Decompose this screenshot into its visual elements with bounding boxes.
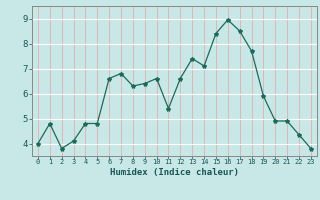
X-axis label: Humidex (Indice chaleur): Humidex (Indice chaleur) [110,168,239,177]
